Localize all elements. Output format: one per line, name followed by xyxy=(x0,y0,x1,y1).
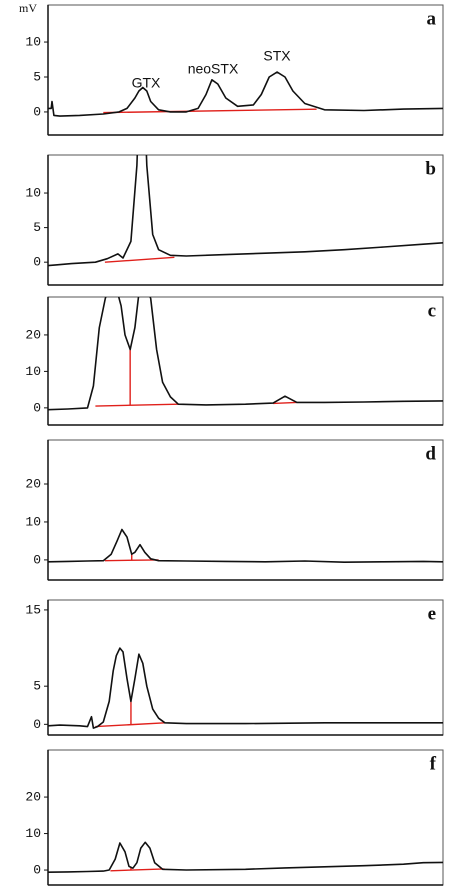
y-tick-label: 10 xyxy=(25,364,41,379)
peak-label: STX xyxy=(263,48,291,64)
plot-area xyxy=(48,841,443,873)
integration-baseline xyxy=(273,401,297,405)
y-tick-label: 0 xyxy=(33,104,41,119)
y-tick-label: 5 xyxy=(33,220,41,235)
y-tick-label: 10 xyxy=(25,34,41,49)
panel-label: b xyxy=(425,158,436,179)
plot-frame xyxy=(47,599,444,736)
y-tick-label: 20 xyxy=(25,476,41,491)
trace xyxy=(48,647,443,729)
y-tick-label: 10 xyxy=(25,185,41,200)
plot-frame xyxy=(47,439,444,581)
y-tick-label: 10 xyxy=(25,826,41,841)
y-tick-label: 20 xyxy=(25,327,41,342)
panel-label: f xyxy=(430,753,437,774)
plot-area xyxy=(48,155,443,267)
plot-area xyxy=(48,647,443,729)
integration-baseline xyxy=(95,403,179,407)
trace xyxy=(48,841,443,873)
trace xyxy=(48,528,443,563)
trace xyxy=(48,297,443,411)
integration-baseline xyxy=(104,256,175,263)
y-tick-label: 0 xyxy=(33,400,41,415)
peak-label: neoSTX xyxy=(188,61,239,77)
y-tick-label: 0 xyxy=(33,717,41,732)
integration-baseline xyxy=(110,868,165,872)
y-axis-label: mV xyxy=(19,1,37,15)
trace xyxy=(48,71,443,117)
y-tick-label: 0 xyxy=(33,862,41,877)
y-tick-label: 10 xyxy=(25,514,41,529)
plot-area xyxy=(48,297,443,411)
trace xyxy=(48,155,443,267)
plot-frame xyxy=(47,154,444,286)
y-tick-label: 5 xyxy=(33,69,41,84)
y-tick-label: 5 xyxy=(33,679,41,694)
panel-label: a xyxy=(427,8,437,29)
panel-label: d xyxy=(425,443,436,464)
integration-baseline xyxy=(95,722,165,728)
plot-frame xyxy=(47,4,444,136)
peak-label: GTX xyxy=(132,75,161,91)
plot-area xyxy=(48,528,443,563)
integration-baseline xyxy=(103,108,317,114)
y-tick-label: 0 xyxy=(33,255,41,270)
panel-label: c xyxy=(428,300,436,321)
panel-label: e xyxy=(428,603,436,624)
y-tick-label: 20 xyxy=(25,790,41,805)
plot-area xyxy=(48,71,443,117)
y-tick-label: 15 xyxy=(25,602,41,617)
y-tick-label: 0 xyxy=(33,552,41,567)
